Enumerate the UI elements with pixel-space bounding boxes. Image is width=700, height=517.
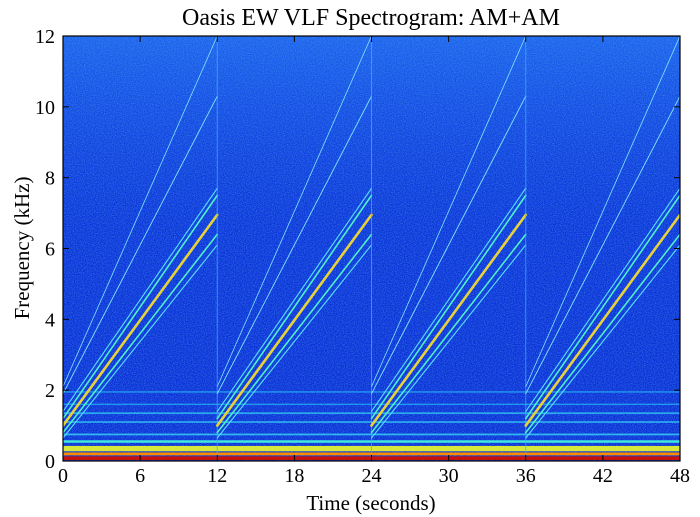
- x-tick-label-7: 42: [593, 465, 613, 487]
- sweep-0-trace-4: [63, 244, 218, 439]
- sweep-1-trace-6: [216, 36, 372, 388]
- sweep-2-trace-0: [370, 213, 528, 427]
- x-tick-label-5: 30: [439, 465, 459, 487]
- y-tick-label-4: 8: [45, 168, 55, 190]
- sweep-0-trace-1: [63, 194, 219, 420]
- sweep-0-trace-3: [63, 187, 218, 412]
- sweep-1-trace-5: [216, 95, 372, 395]
- sweep-2-trace-4: [370, 244, 527, 439]
- sweep-3-trace-5: [525, 95, 680, 395]
- sweep-2-trace-3: [370, 187, 527, 412]
- sweep-3-trace-4: [525, 244, 680, 439]
- sweep-3-trace-0: [524, 213, 680, 427]
- y-axis-ticks: 0 2 4 6 8 10 12: [35, 26, 680, 473]
- sweep-3-trace-3: [525, 187, 680, 412]
- sweep-3-trace-1: [524, 194, 680, 420]
- sweep-1-trace-2: [216, 233, 373, 434]
- sweep-traces: [63, 36, 680, 461]
- plot-area: [63, 36, 680, 461]
- y-tick-label-1: 2: [45, 380, 55, 402]
- sweep-1-trace-1: [216, 194, 373, 420]
- sweep-3-trace-2: [524, 233, 680, 434]
- x-tick-label-8: 48: [670, 465, 690, 487]
- x-tick-label-3: 18: [284, 465, 304, 487]
- y-tick-label-5: 10: [35, 97, 55, 119]
- x-tick-label-6: 36: [516, 465, 536, 487]
- y-tick-label-0: 0: [45, 451, 55, 473]
- sweep-1-trace-4: [216, 244, 373, 439]
- sweep-0-trace-6: [63, 36, 218, 388]
- y-tick-label-2: 4: [45, 309, 55, 331]
- y-tick-label-6: 12: [35, 26, 55, 48]
- sweep-2-trace-6: [371, 36, 527, 388]
- x-tick-label-0: 0: [58, 465, 68, 487]
- sweep-0-trace-0: [63, 213, 219, 427]
- x-tick-label-4: 24: [362, 465, 382, 487]
- y-axis-label: Frequency (kHz): [10, 177, 34, 320]
- chart-title: Oasis EW VLF Spectrogram: AM+AM: [182, 5, 560, 31]
- sweep-1-trace-0: [215, 213, 373, 427]
- sweep-2-trace-5: [371, 95, 527, 395]
- sweep-3-trace-6: [525, 36, 680, 388]
- x-axis-ticks: 0 6 12 18 24 30 36 42 48: [58, 36, 690, 487]
- y-tick-label-3: 6: [45, 239, 55, 261]
- sweep-0-trace-5: [63, 95, 218, 395]
- x-tick-label-2: 12: [207, 465, 227, 487]
- x-tick-label-1: 6: [135, 465, 145, 487]
- sweep-0-trace-2: [63, 233, 219, 434]
- sweep-2-trace-2: [370, 233, 527, 434]
- x-axis-label: Time (seconds): [306, 491, 435, 515]
- sweep-1-trace-3: [216, 187, 373, 412]
- sweep-2-trace-1: [370, 194, 527, 420]
